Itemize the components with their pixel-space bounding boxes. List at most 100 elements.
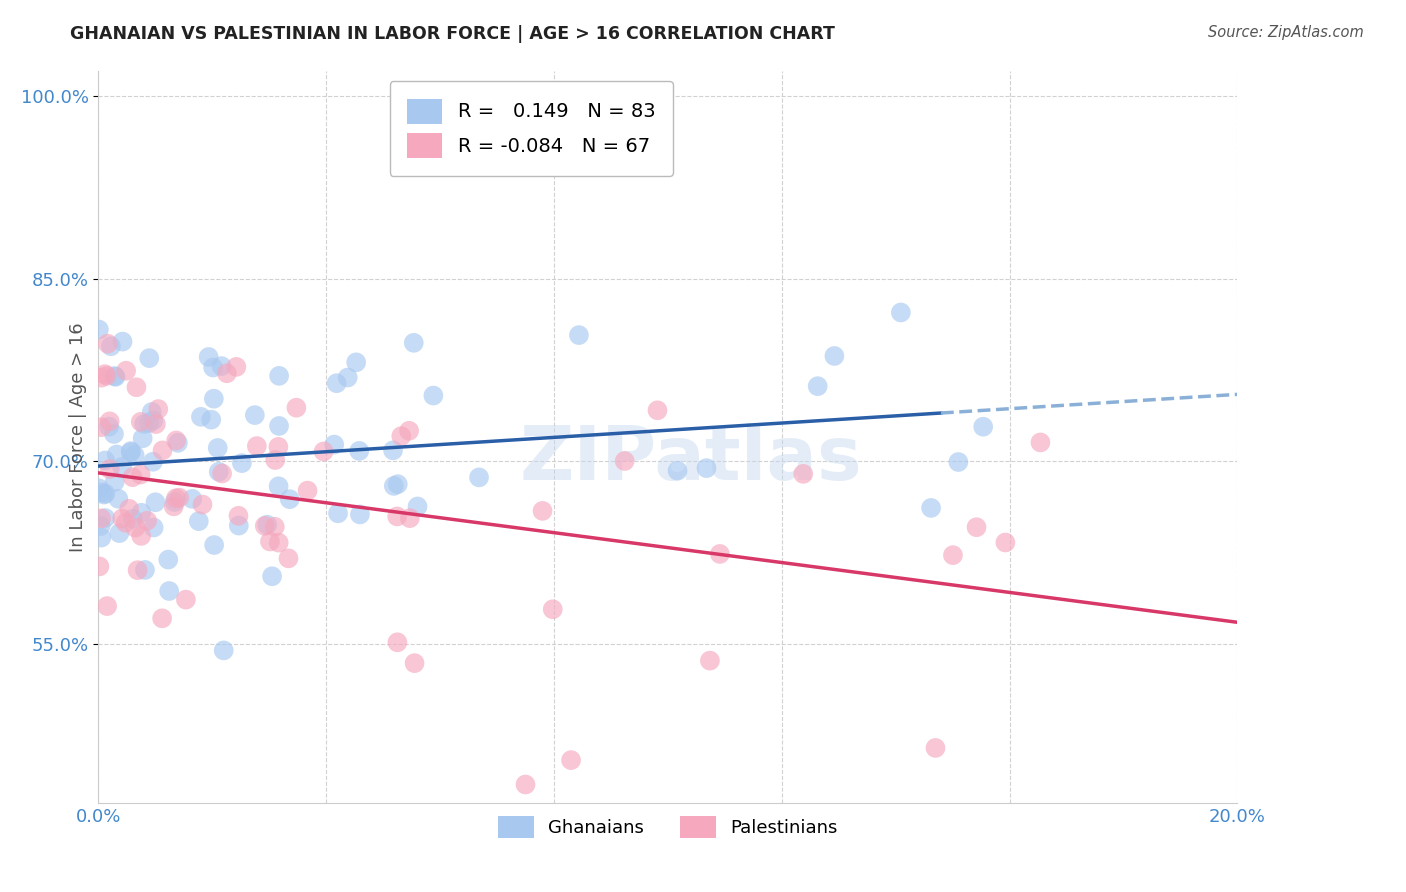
- Point: [709, 547, 731, 561]
- Point: [120, 445, 142, 459]
- Point: [398, 424, 420, 438]
- Point: [211, 467, 233, 481]
- Point: [120, 444, 142, 458]
- Point: [263, 520, 285, 534]
- Point: [267, 535, 290, 549]
- Point: [515, 778, 537, 792]
- Point: [134, 417, 156, 431]
- Point: [94, 453, 117, 467]
- Point: [190, 409, 212, 424]
- Point: [269, 368, 291, 383]
- Point: [823, 349, 845, 363]
- Point: [972, 419, 994, 434]
- Point: [138, 416, 160, 430]
- Point: [87, 322, 110, 336]
- Point: [157, 552, 180, 566]
- Point: [323, 437, 346, 451]
- Point: [150, 611, 173, 625]
- Point: [145, 495, 167, 509]
- Point: [94, 511, 117, 525]
- Point: [124, 448, 146, 462]
- Point: [121, 470, 143, 484]
- Point: [264, 453, 287, 467]
- Point: [647, 403, 669, 417]
- Point: [402, 335, 425, 350]
- Point: [174, 592, 197, 607]
- Point: [253, 519, 276, 533]
- Point: [202, 538, 225, 552]
- Point: [382, 443, 405, 458]
- Point: [96, 368, 118, 383]
- Point: [90, 519, 112, 533]
- Point: [256, 517, 278, 532]
- Point: [948, 455, 970, 469]
- Point: [994, 535, 1017, 549]
- Point: [165, 434, 187, 448]
- Point: [202, 360, 225, 375]
- Point: [187, 514, 209, 528]
- Point: [134, 563, 156, 577]
- Point: [89, 559, 111, 574]
- Point: [97, 336, 120, 351]
- Point: [297, 483, 319, 498]
- Point: [385, 509, 408, 524]
- Point: [129, 529, 152, 543]
- Point: [326, 506, 349, 520]
- Point: [129, 415, 152, 429]
- Point: [231, 456, 253, 470]
- Point: [920, 500, 942, 515]
- Text: Source: ZipAtlas.com: Source: ZipAtlas.com: [1208, 25, 1364, 40]
- Point: [325, 376, 347, 391]
- Point: [228, 518, 250, 533]
- Point: [90, 511, 112, 525]
- Point: [90, 531, 112, 545]
- Point: [243, 408, 266, 422]
- Point: [215, 366, 238, 380]
- Point: [152, 443, 174, 458]
- Point: [246, 439, 269, 453]
- Point: [202, 392, 225, 406]
- Point: [165, 491, 187, 506]
- Point: [277, 551, 299, 566]
- Point: [163, 495, 186, 509]
- Point: [349, 444, 371, 458]
- Point: [208, 465, 231, 479]
- Point: [262, 569, 284, 583]
- Point: [98, 462, 121, 476]
- Point: [115, 364, 138, 378]
- Point: [136, 514, 159, 528]
- Point: [181, 491, 204, 506]
- Point: [145, 417, 167, 431]
- Point: [200, 412, 222, 426]
- Point: [387, 477, 409, 491]
- Point: [100, 339, 122, 353]
- Point: [104, 369, 127, 384]
- Point: [259, 534, 281, 549]
- Point: [406, 500, 429, 514]
- Point: [107, 491, 129, 506]
- Point: [131, 431, 153, 445]
- Point: [613, 454, 636, 468]
- Point: [344, 355, 367, 369]
- Point: [568, 328, 591, 343]
- Point: [666, 464, 689, 478]
- Point: [131, 506, 153, 520]
- Point: [560, 753, 582, 767]
- Point: [924, 740, 946, 755]
- Point: [127, 563, 149, 577]
- Point: [163, 500, 186, 514]
- Legend: Ghanaians, Palestinians: Ghanaians, Palestinians: [491, 808, 845, 845]
- Point: [90, 420, 112, 434]
- Point: [118, 501, 141, 516]
- Point: [942, 548, 965, 562]
- Y-axis label: In Labor Force | Age > 16: In Labor Force | Age > 16: [69, 322, 87, 552]
- Point: [1029, 435, 1052, 450]
- Point: [96, 599, 118, 613]
- Point: [103, 427, 125, 442]
- Text: ZIPatlas: ZIPatlas: [519, 423, 862, 496]
- Point: [111, 511, 134, 525]
- Point: [111, 334, 134, 349]
- Point: [398, 511, 420, 525]
- Point: [792, 467, 814, 481]
- Point: [87, 481, 110, 495]
